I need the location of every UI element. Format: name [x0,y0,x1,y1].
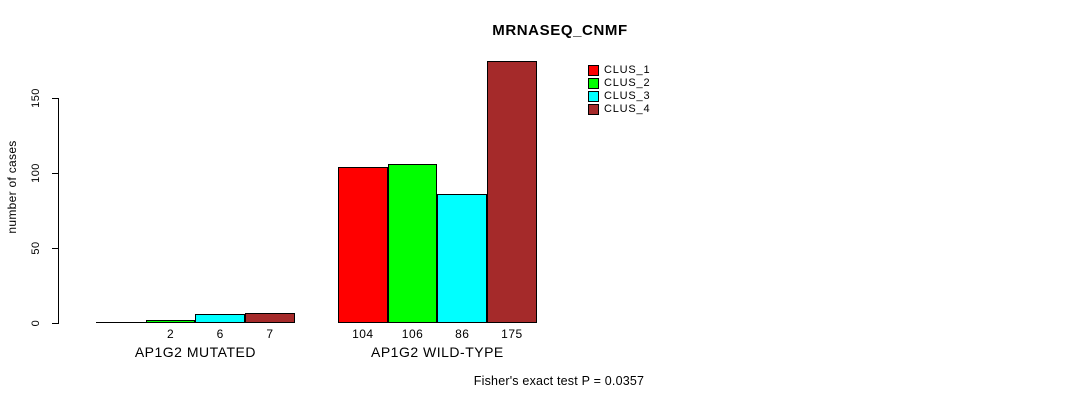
bar [338,167,388,323]
legend-label: CLUS_3 [604,90,651,102]
bar-value-label: 104 [352,327,374,341]
bar-value-label: 2 [166,327,175,341]
legend-swatch [588,104,599,115]
bar-zero [96,322,146,323]
y-tick-label: 100 [30,163,42,183]
y-axis-line [58,98,59,324]
y-tick-label: 150 [30,88,42,108]
legend-row: CLUS_3 [588,90,650,103]
legend: CLUS_1 CLUS_2 CLUS_3 CLUS_4 [588,64,650,116]
y-tick-label: 50 [30,241,42,255]
legend-label: CLUS_1 [604,64,651,76]
y-tick [52,98,58,99]
legend-swatch [588,78,599,89]
category-label: AP1G2 MUTATED [134,344,256,360]
legend-row: CLUS_1 [588,64,650,77]
bar-value-label: 106 [401,327,424,341]
bar-value-label: 7 [266,327,274,341]
y-axis-label: number of cases [5,140,19,234]
legend-swatch [588,65,599,76]
bar [387,164,438,323]
legend-row: CLUS_4 [588,103,650,116]
legend-label: CLUS_4 [604,103,651,115]
bar [437,194,488,323]
y-tick [52,323,58,324]
bar [145,320,196,323]
bar [195,314,246,323]
category-label: AP1G2 WILD-TYPE [371,344,504,360]
chart-title: MRNASEQ_CNMF [492,22,628,39]
bar-value-label: 86 [455,327,470,341]
legend-label: CLUS_2 [604,77,651,89]
bar-value-label: 175 [501,327,523,341]
bar-value-label: 6 [216,327,224,341]
legend-row: CLUS_2 [588,77,650,90]
legend-swatch [588,91,599,102]
bar [245,312,295,323]
y-tick [52,248,58,249]
y-tick-label: 0 [30,319,42,327]
bar [487,60,537,323]
y-tick [52,173,58,174]
annotation-fisher-test: Fisher's exact test P = 0.0357 [473,374,645,388]
